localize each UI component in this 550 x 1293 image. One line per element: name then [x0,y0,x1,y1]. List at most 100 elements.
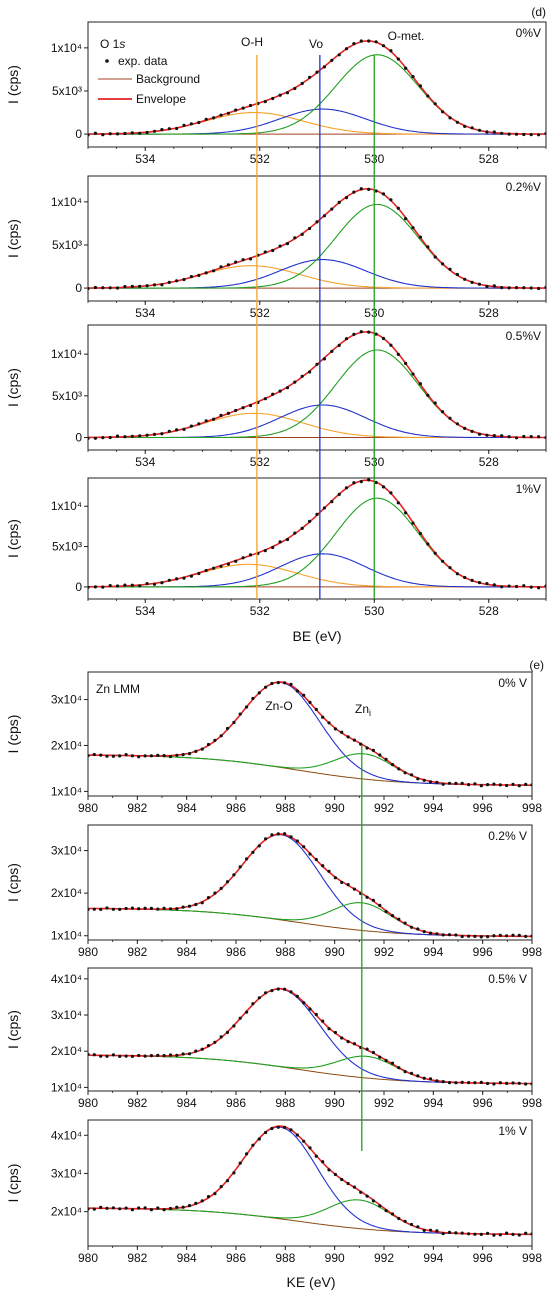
data-point [378,1204,382,1208]
data-point [234,108,238,112]
data-point [352,42,356,46]
x-tick-label: 532 [250,306,270,320]
data-point [477,128,482,132]
data-point [200,1047,204,1051]
annotation-oh: O-H [241,35,263,49]
data-point [416,1074,420,1078]
data-point [206,1195,211,1199]
data-point [213,1192,217,1196]
data-point [441,559,445,563]
data-point [289,682,293,687]
x-tick-label: 996 [473,801,493,815]
data-point [264,1130,268,1135]
data-point [359,39,363,43]
sample-label: 0%V [516,26,541,40]
data-point [270,681,274,686]
data-point [426,94,430,98]
data-point [212,566,216,570]
data-point [181,905,185,909]
x-tick-label: 992 [374,945,394,959]
data-point [162,754,166,758]
data-point [302,693,306,697]
data-point [156,1206,160,1210]
component-zno [88,834,532,937]
data-point [137,1053,141,1058]
data-point [251,850,255,855]
data-point [182,123,186,127]
panel-frame [87,477,547,600]
data-point [212,269,216,273]
data-point [463,277,467,281]
data-point [390,763,395,767]
data-point [517,784,521,788]
data-point [492,434,496,438]
x-tick-label: 998 [522,945,542,959]
data-point [428,1077,433,1081]
panel-e-0-2-V: 980 982 984 986 988 990 992 994 996 998 1x10⁴ 2x10⁴… [5,824,542,959]
data-point [448,566,452,570]
data-point [152,582,157,586]
data-point [467,1081,471,1085]
core-level-label: O 1s [100,37,125,51]
data-point [219,734,223,738]
data-point [537,435,541,439]
data-point [467,934,471,938]
data-point [197,571,201,576]
data-point [500,131,504,135]
data-point [433,255,437,259]
x-tick-label: 996 [473,1096,493,1110]
data-point [463,124,467,128]
data-point [300,526,304,531]
data-point [463,426,467,430]
y-tick-label: 2x10⁴ [51,738,82,752]
data-point [435,780,439,784]
plot-area [88,1125,532,1237]
data-point [145,433,149,437]
y-axis-title: I (cps) [5,1164,21,1203]
panel-d-1-V: 534 532 530 528 0 5x10³ 1x10⁴ I (cps) 1%V [5,477,547,618]
x-tick-label: 986 [226,1251,246,1265]
x-tick-label: 534 [135,152,155,166]
data-point [321,864,325,868]
data-point [257,844,261,848]
data-point [285,537,290,542]
x-tick-label: 980 [78,1096,98,1110]
data-point [374,332,378,336]
data-point [206,1044,211,1048]
data-point [257,691,261,695]
data-point [346,735,350,739]
data-point [498,1081,502,1085]
data-point [374,40,378,44]
envelope-curve [88,1125,532,1236]
data-point [435,1079,439,1083]
data-point [428,931,433,935]
data-point [152,432,157,436]
envelope-curve [88,987,532,1085]
data-point [225,1030,230,1034]
data-point [143,754,147,758]
data-point [411,521,415,525]
data-point [232,873,236,877]
data-point [479,784,483,788]
data-point [416,927,420,931]
data-point [403,921,407,925]
y-tick-label: 3x10⁴ [51,1008,82,1022]
panel-frame [87,175,547,302]
data-point [187,1204,192,1208]
data-point [492,782,496,786]
data-point [295,689,299,693]
data-point [447,1081,452,1085]
data-point [181,753,185,757]
data-point [365,1194,369,1198]
data-point [149,906,153,911]
data-point [352,332,356,336]
data-point [160,283,164,287]
background-line [88,908,532,937]
data-point [537,586,541,590]
data-point [346,1181,350,1186]
data-point [514,436,519,440]
data-point [371,748,375,753]
component-ometal [88,497,546,588]
data-point [359,480,363,484]
